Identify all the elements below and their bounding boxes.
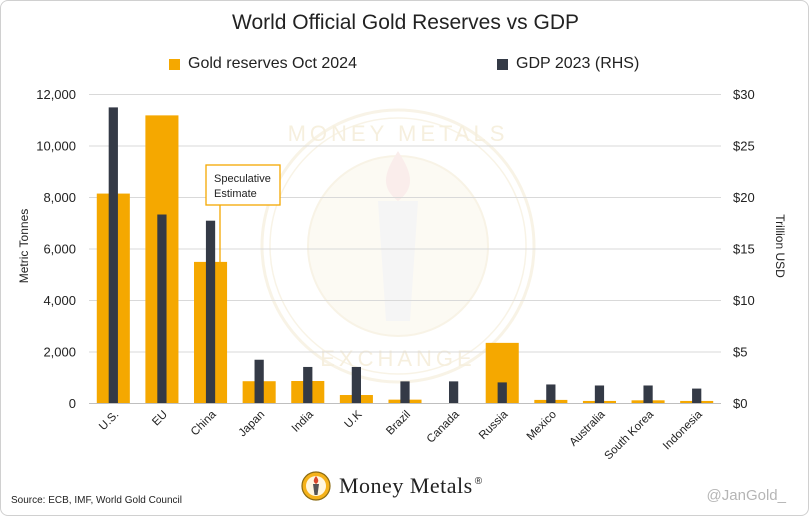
y-axis-left-title: Metric Tonnes bbox=[17, 209, 31, 283]
gdp-bar-u-s- bbox=[108, 107, 118, 403]
watermark-flame-icon bbox=[385, 151, 411, 201]
gdp-bar-india bbox=[303, 366, 313, 403]
author-handle: @JanGold_ bbox=[706, 487, 786, 504]
gdp-bar-south-korea bbox=[643, 385, 653, 403]
legend-label-gold: Gold reserves Oct 2024 bbox=[188, 55, 357, 72]
gdp-bar-brazil bbox=[400, 381, 410, 403]
gdp-bar-china bbox=[205, 220, 216, 403]
annotation-text-line2: Estimate bbox=[214, 188, 257, 200]
y-tick-label-left: 10,000 bbox=[36, 139, 76, 154]
gdp-bar-canada bbox=[448, 381, 459, 403]
watermark: MONEY METALS EXCHANGE bbox=[260, 108, 536, 384]
x-tick-label: Brazil bbox=[384, 409, 413, 438]
speculative-annotation: Speculative Estimate bbox=[205, 164, 281, 263]
logo-torch-icon bbox=[301, 471, 331, 501]
y-tick-label-right: $30 bbox=[733, 87, 755, 102]
watermark-top-text: MONEY METALS bbox=[288, 121, 509, 146]
annotation-box bbox=[205, 164, 281, 206]
logo-registered-mark: ® bbox=[474, 475, 483, 487]
x-tick-label: Indonesia bbox=[661, 408, 705, 452]
gdp-bar-eu bbox=[157, 214, 167, 403]
gdp-bar-u-k bbox=[351, 366, 362, 403]
y-tick-label-left: 12,000 bbox=[36, 87, 76, 102]
x-tick-label: U.K bbox=[342, 408, 364, 430]
source-note: Source: ECB, IMF, World Gold Council bbox=[11, 495, 182, 506]
gdp-bar-indonesia bbox=[692, 388, 702, 403]
y-tick-label-right: $5 bbox=[733, 345, 747, 360]
y-tick-label-right: $25 bbox=[733, 139, 755, 154]
y-tick-label-left: 2,000 bbox=[43, 345, 76, 360]
y-tick-label-left: 6,000 bbox=[43, 242, 76, 257]
watermark-torch-icon bbox=[378, 201, 418, 321]
logo-text: Money Metals bbox=[339, 473, 473, 498]
y-tick-label-right: $15 bbox=[733, 242, 755, 257]
gdp-bar-japan bbox=[254, 359, 264, 403]
gdp-bar-russia bbox=[497, 382, 507, 403]
legend-label-gdp: GDP 2023 (RHS) bbox=[516, 55, 640, 72]
y-tick-label-right: $10 bbox=[733, 293, 755, 308]
x-axis-labels: U.S. EU China Japan India U.K Brazil Canada Russ… bbox=[97, 408, 705, 462]
watermark-bottom-text: EXCHANGE bbox=[320, 346, 475, 371]
legend-item-gold: Gold reserves Oct 2024 bbox=[169, 55, 357, 73]
y-tick-label-right: $20 bbox=[733, 190, 755, 205]
x-tick-label: U.S. bbox=[97, 409, 121, 433]
gdp-bar-mexico bbox=[546, 384, 556, 403]
gdp-bar-australia bbox=[594, 385, 605, 403]
x-tick-label: South Korea bbox=[603, 408, 657, 462]
x-tick-label: Australia bbox=[567, 408, 608, 449]
y-tick-label-left: 0 bbox=[69, 396, 76, 411]
legend-item-gdp: GDP 2023 (RHS) bbox=[497, 55, 639, 73]
legend-swatch-gold bbox=[169, 58, 180, 70]
y-tick-label-left: 4,000 bbox=[43, 293, 76, 308]
x-tick-label: Mexico bbox=[525, 409, 559, 443]
watermark-inner-ring bbox=[269, 117, 527, 375]
y-axis-right-title: Trillion USD bbox=[773, 214, 787, 278]
annotation-text-line1: Speculative bbox=[214, 173, 271, 185]
x-tick-label: Russia bbox=[477, 408, 511, 442]
chart-title: World Official Gold Reserves vs GDP bbox=[232, 11, 579, 34]
x-tick-label: EU bbox=[150, 409, 170, 429]
money-metals-logo: Money Metals ® bbox=[301, 471, 482, 501]
bar-chart: MONEY METALS EXCHANGE 0 2,000 4,000 6,000 8,… bbox=[17, 87, 787, 462]
watermark-outer-ring bbox=[260, 108, 536, 384]
x-tick-label: Canada bbox=[425, 408, 462, 445]
bars bbox=[96, 107, 714, 403]
y-axis-left: 0 2,000 4,000 6,000 8,000 10,000 12,000 bbox=[36, 87, 76, 411]
y-tick-label-left: 8,000 bbox=[43, 190, 76, 205]
x-tick-label: India bbox=[290, 408, 317, 435]
x-tick-label: Japan bbox=[237, 409, 268, 440]
y-tick-label-right: $0 bbox=[733, 396, 747, 411]
x-tick-label: China bbox=[189, 408, 219, 438]
legend-swatch-gdp bbox=[497, 58, 508, 70]
y-axis-right: $0 $5 $10 $15 $20 $25 $30 bbox=[733, 87, 755, 411]
